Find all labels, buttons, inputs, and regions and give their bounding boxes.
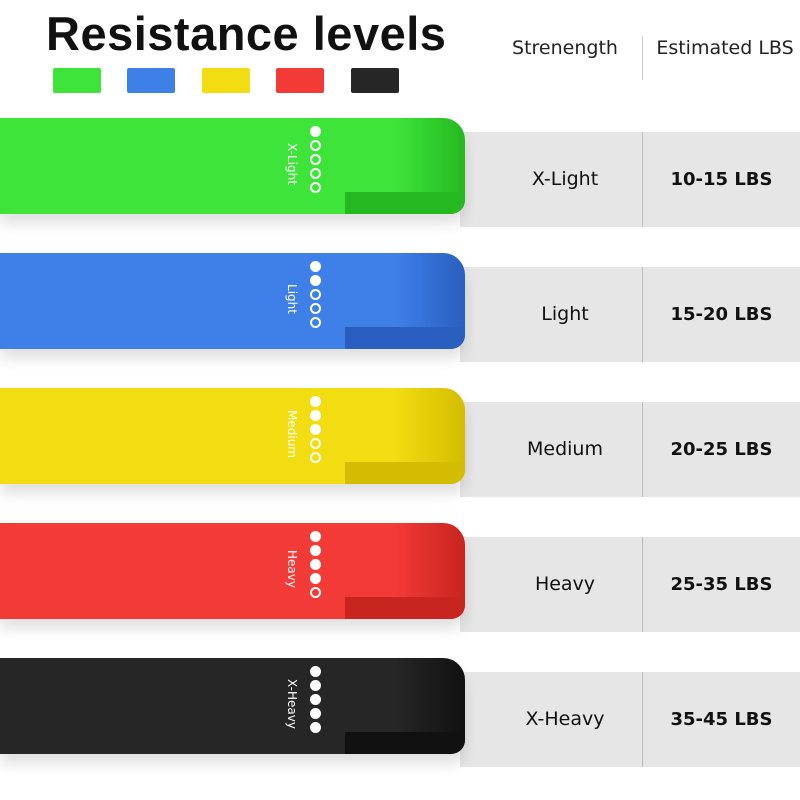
color-swatch	[202, 68, 250, 93]
band-label: X-Light	[285, 143, 299, 185]
column-divider	[642, 402, 643, 497]
lbs-value: 15-20 LBS	[670, 304, 773, 325]
resistance-band: X-Light	[0, 118, 465, 214]
lbs-value: 25-35 LBS	[670, 574, 773, 595]
level-dot	[310, 289, 321, 300]
column-divider	[642, 267, 643, 362]
level-dot	[310, 182, 321, 193]
strength-label: Light	[541, 303, 589, 325]
level-dots	[310, 261, 321, 328]
table-row: Heavy 25-35 LBS	[460, 537, 800, 632]
level-dot	[310, 452, 321, 463]
level-dot	[310, 694, 321, 705]
header-estimated-lbs: Estimated LBS	[656, 37, 794, 59]
level-dot	[310, 680, 321, 691]
level-dot	[310, 303, 321, 314]
strength-label: X-Heavy	[525, 708, 605, 730]
table-row: Light 15-20 LBS	[460, 267, 800, 362]
table-row: X-Light 10-15 LBS	[460, 132, 800, 227]
column-divider	[642, 672, 643, 767]
band-fold	[345, 327, 465, 349]
band-fold	[345, 462, 465, 484]
strength-label: Medium	[527, 438, 603, 460]
column-divider	[642, 537, 643, 632]
level-dots	[310, 531, 321, 598]
level-dot	[310, 559, 321, 570]
level-dot	[310, 261, 321, 272]
level-dot	[310, 531, 321, 542]
lbs-value: 35-45 LBS	[670, 709, 773, 730]
level-dot	[310, 666, 321, 677]
level-dot	[310, 396, 321, 407]
table-row: X-Heavy 35-45 LBS	[460, 672, 800, 767]
lbs-value: 10-15 LBS	[670, 169, 773, 190]
level-dots	[310, 396, 321, 463]
resistance-band: Heavy	[0, 523, 465, 619]
level-dot	[310, 722, 321, 733]
level-dot	[310, 573, 321, 584]
resistance-band: Light	[0, 253, 465, 349]
band-label: Light	[285, 284, 299, 314]
strength-label: Heavy	[534, 573, 596, 595]
level-dots	[310, 126, 321, 193]
band-label: Medium	[285, 410, 299, 458]
level-dot	[310, 168, 321, 179]
band-fold	[345, 732, 465, 754]
color-swatch	[53, 68, 101, 93]
resistance-band: Medium	[0, 388, 465, 484]
strength-label: X-Light	[531, 168, 599, 190]
level-dot	[310, 317, 321, 328]
level-dots	[310, 666, 321, 733]
level-dot	[310, 126, 321, 137]
level-dot	[310, 154, 321, 165]
level-dot	[310, 438, 321, 449]
band-label: X-Heavy	[285, 679, 299, 729]
band-fold	[345, 192, 465, 214]
level-dot	[310, 708, 321, 719]
level-dot	[310, 545, 321, 556]
level-dot	[310, 140, 321, 151]
band-label: Heavy	[285, 550, 299, 588]
column-divider	[642, 132, 643, 227]
table-row: Medium 20-25 LBS	[460, 402, 800, 497]
page-title: Resistance levels	[46, 7, 447, 60]
color-swatch	[351, 68, 399, 93]
level-dot	[310, 410, 321, 421]
level-dot	[310, 587, 321, 598]
header-divider	[642, 36, 643, 80]
level-dot	[310, 275, 321, 286]
header-strength: Strenength	[512, 37, 618, 59]
level-dot	[310, 424, 321, 435]
band-fold	[345, 597, 465, 619]
color-swatch	[127, 68, 175, 93]
color-swatch	[276, 68, 324, 93]
resistance-band: X-Heavy	[0, 658, 465, 754]
lbs-value: 20-25 LBS	[670, 439, 773, 460]
